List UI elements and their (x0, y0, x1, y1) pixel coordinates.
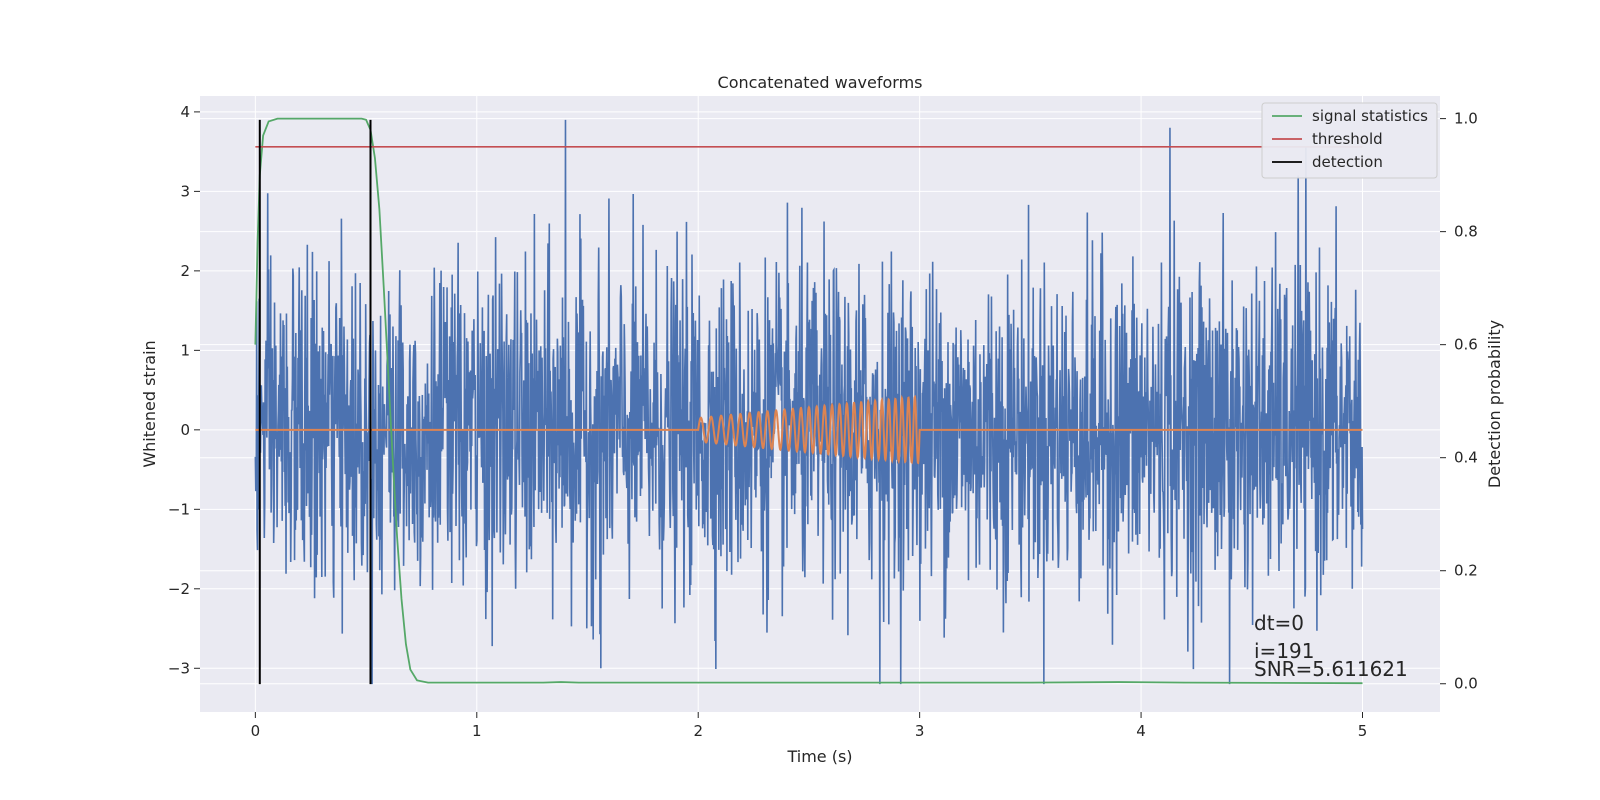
y-tick-label-5: 2 (180, 262, 190, 280)
y-tick-label-3: 0 (180, 421, 190, 439)
y-tick-label-1: −2 (168, 580, 190, 598)
y-axis-label: Whitened strain (140, 340, 159, 467)
x-tick-label-0: 0 (251, 722, 261, 740)
legend-label-signal-statistics: signal statistics (1312, 107, 1428, 125)
y2-tick-label-0: 0.0 (1454, 675, 1478, 693)
legend-box (1261, 102, 1438, 179)
noise-series (254, 119, 1364, 685)
y-tick-label-7: 4 (180, 103, 190, 121)
chart-title: Concatenated waveforms (718, 73, 923, 92)
annotation-snr: SNR=5.611621 (1254, 657, 1408, 681)
x-tick-label-3: 3 (915, 722, 925, 740)
signal-statistics-line (254, 117, 1363, 685)
y2-tick-label-4: 0.8 (1454, 223, 1478, 241)
y2-tick-label-3: 0.6 (1454, 336, 1478, 354)
x-tick-label-1: 1 (472, 722, 482, 740)
noise-line (254, 119, 1364, 685)
y-tick-label-2: −1 (168, 500, 190, 518)
x-tick-label-4: 4 (1136, 722, 1146, 740)
y-tick-label-6: 3 (180, 182, 190, 200)
legend-label-detection: detection (1312, 153, 1383, 171)
injection-series (255, 394, 1363, 465)
y2-axis-label: Detection probability (1485, 320, 1504, 488)
y2-tick-label-1: 0.2 (1454, 562, 1478, 580)
axes: −3 −2 −1 0 1 2 3 4 0.0 0.2 0.4 0.6 0.8 1.0 0 1 2 3 4 5 (168, 103, 1478, 740)
legend: signal statistics threshold detection (1261, 102, 1438, 179)
injection-line (255, 394, 1363, 465)
y2-tick-label-5: 1.0 (1454, 110, 1478, 128)
signal-statistics-series (254, 117, 1363, 685)
x-axis-label: Time (s) (786, 747, 852, 766)
y-tick-label-4: 1 (180, 341, 190, 359)
x-tick-label-5: 5 (1358, 722, 1368, 740)
x-tick-label-2: 2 (693, 722, 703, 740)
y-tick-label-0: −3 (168, 659, 190, 677)
detection-series (258, 119, 372, 685)
annotation-dt: dt=0 (1254, 611, 1304, 635)
legend-label-threshold: threshold (1312, 130, 1383, 148)
annotation-index: i=191 (1254, 639, 1315, 663)
y2-tick-label-2: 0.4 (1454, 449, 1478, 467)
